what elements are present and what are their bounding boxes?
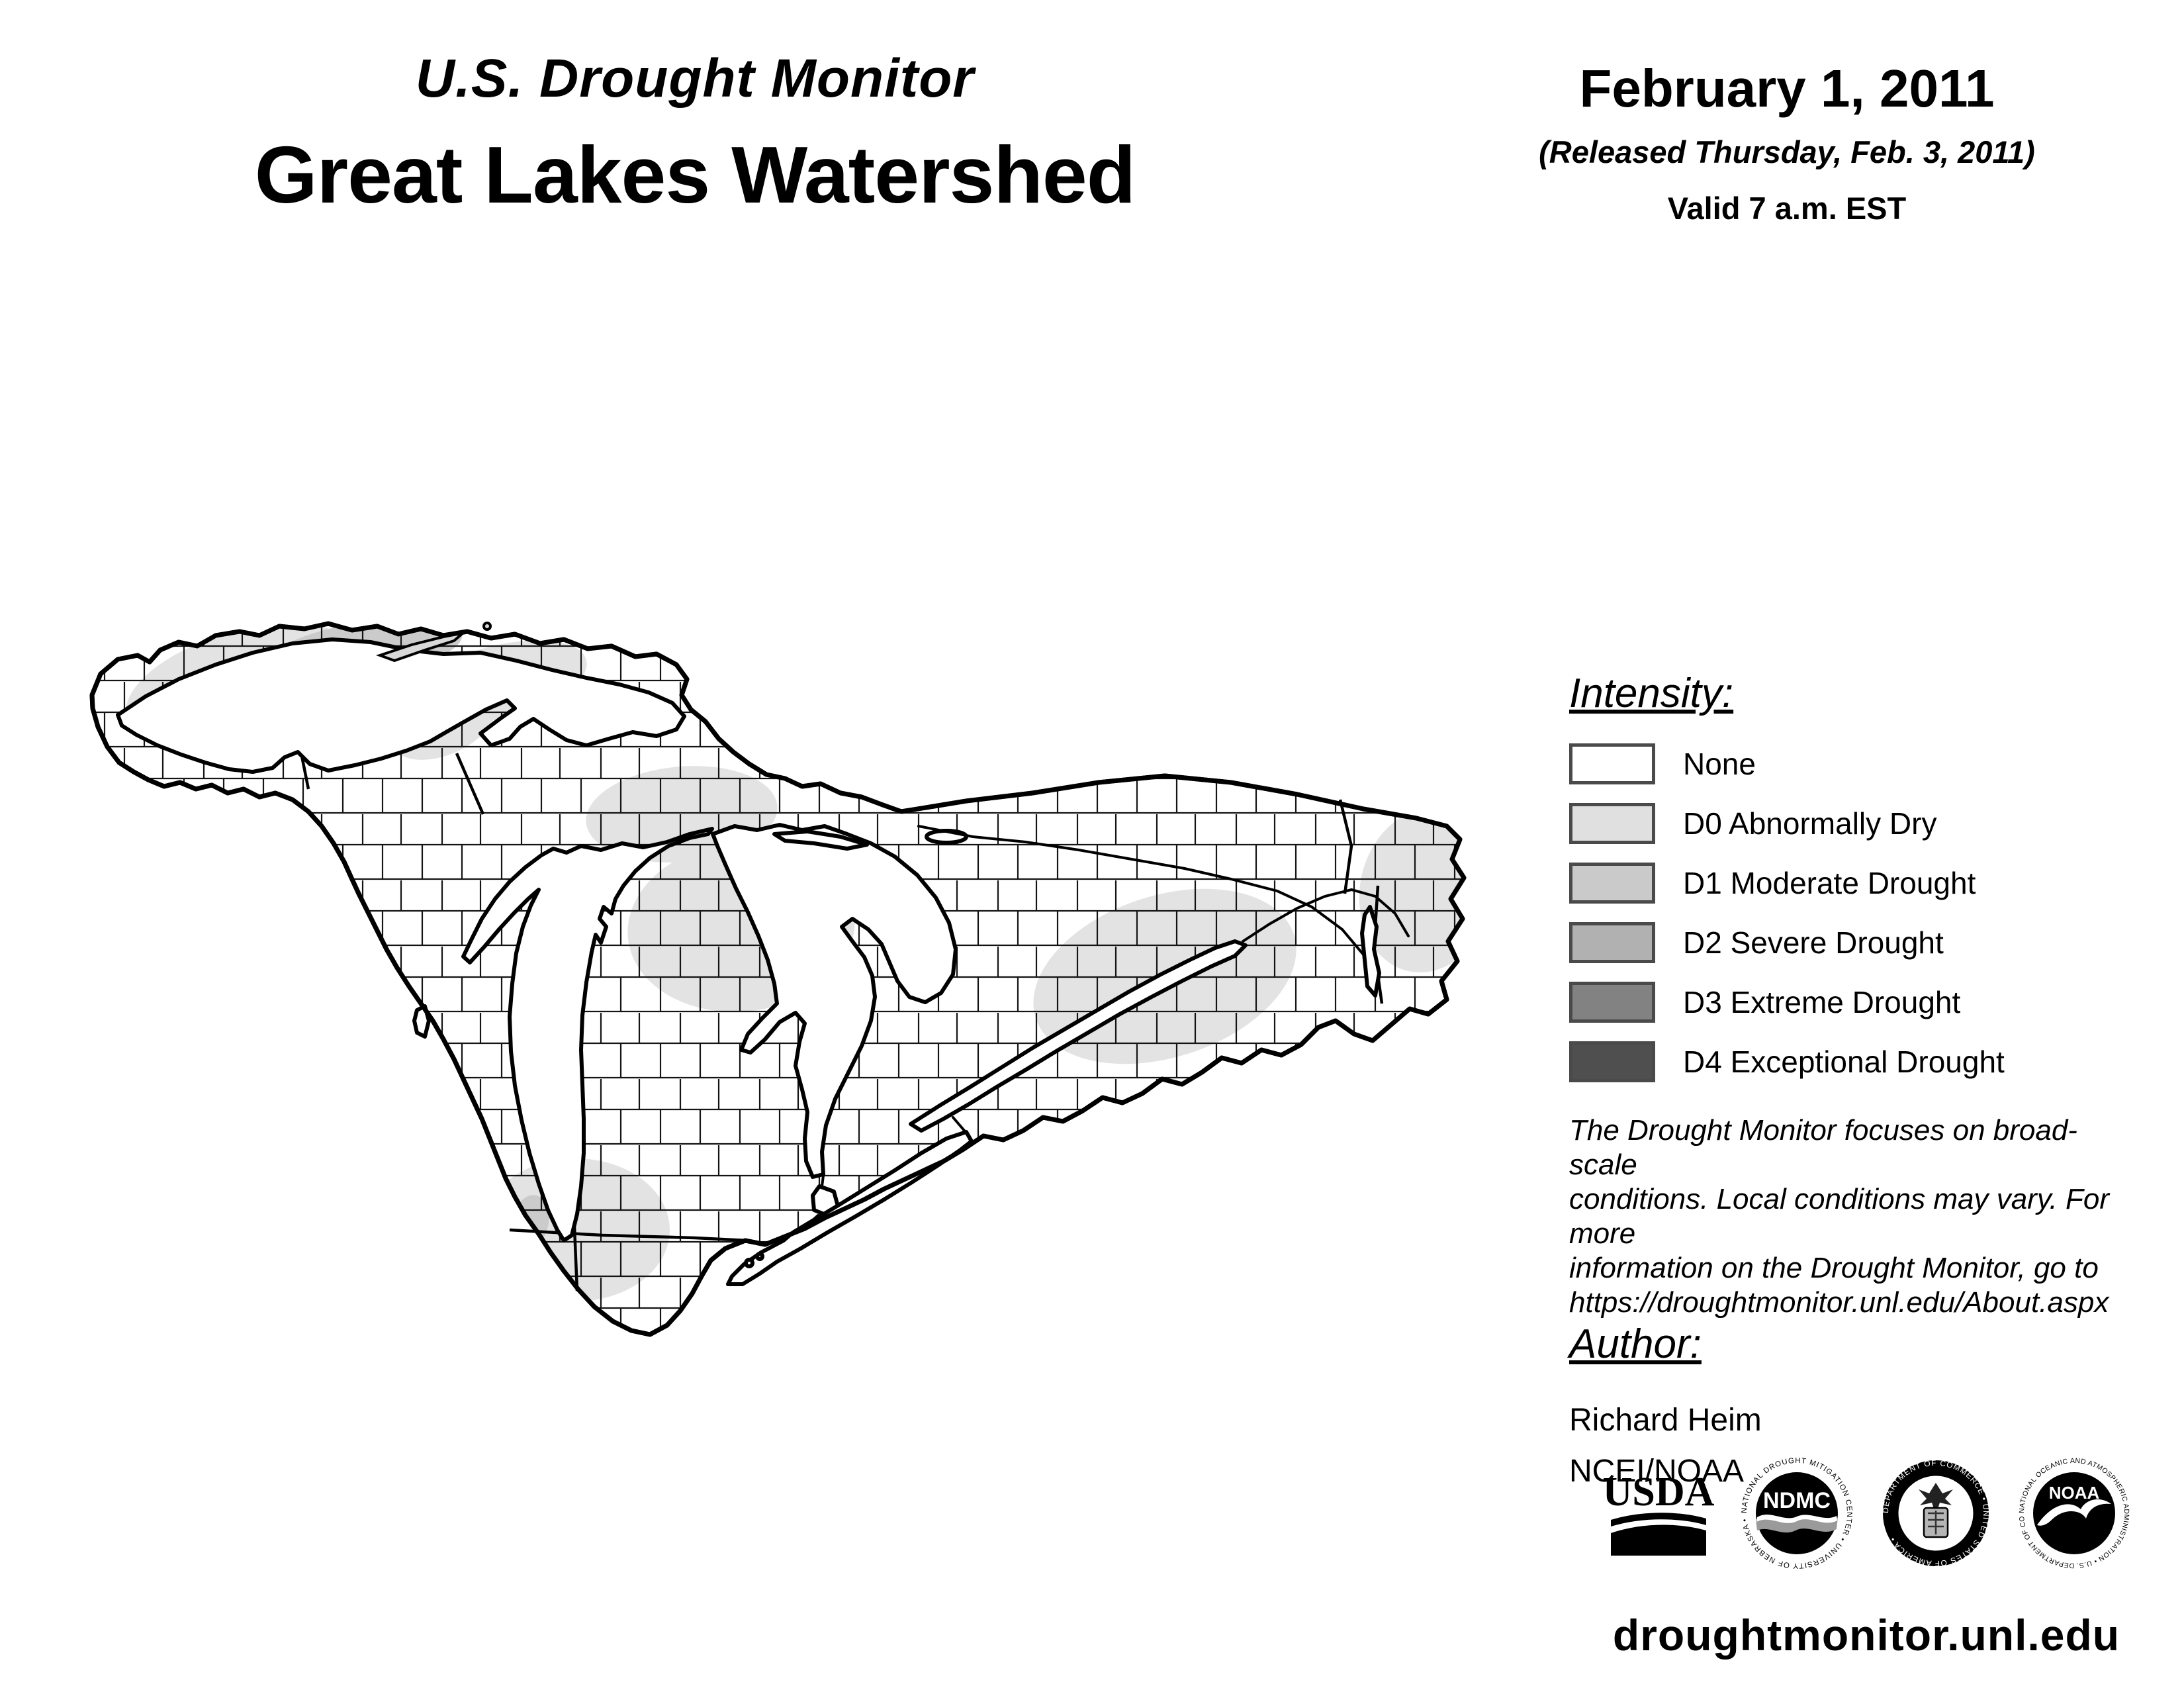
header-left: U.S. Drought Monitor Great Lakes Watersh… xyxy=(165,48,1224,221)
legend-label: D1 Moderate Drought xyxy=(1683,866,1976,900)
lake-michigan xyxy=(461,827,714,1243)
header-date-block: February 1, 2011 (Released Thursday, Feb… xyxy=(1463,58,2111,226)
page-title: Great Lakes Watershed xyxy=(254,130,1136,220)
erie-island xyxy=(755,1252,764,1261)
legend-label: D4 Exceptional Drought xyxy=(1683,1045,2005,1079)
drought-map-svg xyxy=(86,616,1509,1377)
disclaimer-line: https://droughtmonitor.unl.edu/About.asp… xyxy=(1569,1286,2109,1319)
legend-heading: Intensity: xyxy=(1569,671,1734,716)
st-lawrence-river xyxy=(1242,888,1410,943)
legend-row-d4: D4 Exceptional Drought xyxy=(1569,1041,2138,1082)
lake-champlain xyxy=(1360,905,1381,998)
usda-wordmark: USDA xyxy=(1603,1470,1715,1515)
author-org: NCEI/NOAA xyxy=(1569,1454,1745,1489)
lake-ontario xyxy=(909,939,1248,1133)
noaa-wordmark: NOAA xyxy=(2049,1483,2100,1503)
swatch-d3 xyxy=(1569,982,1655,1023)
commerce-logo: DEPARTMENT OF COMMERCE • UNITED STATES O… xyxy=(1881,1458,1990,1568)
legend-row-d3: D3 Extreme Drought xyxy=(1569,982,2138,1023)
swatch-d1 xyxy=(1569,863,1655,904)
disclaimer-text: The Drought Monitor focuses on broad-sca… xyxy=(1569,1113,2145,1320)
disclaimer-line: conditions. Local conditions may vary. F… xyxy=(1569,1183,2109,1250)
agency-logos: USDA NDMC NATIONAL DROUGHT MITIGATION CE… xyxy=(1602,1456,2131,1570)
legend-row-none: None xyxy=(1569,743,2138,784)
valid-time: Valid 7 a.m. EST xyxy=(1667,191,1907,226)
legend-row-d1: D1 Moderate Drought xyxy=(1569,863,2138,904)
usda-swoosh-1 xyxy=(1611,1513,1706,1526)
usda-logo: USDA xyxy=(1603,1470,1715,1556)
ndmc-wordmark: NDMC xyxy=(1763,1488,1831,1513)
ndmc-logo: NDMC NATIONAL DROUGHT MITIGATION CENTER … xyxy=(1741,1457,1852,1570)
author-block: Author: Richard Heim NCEI/NOAA xyxy=(1569,1321,1762,1489)
intensity-legend: Intensity: None D0 Abnormally Dry D1 Mod… xyxy=(1569,670,2138,1101)
ottawa-river xyxy=(917,825,1379,978)
swatch-d4 xyxy=(1569,1041,1655,1082)
report-kicker: U.S. Drought Monitor xyxy=(415,48,975,109)
small-island xyxy=(482,622,492,631)
manitoulin-island xyxy=(772,829,869,851)
noaa-gull xyxy=(2036,1499,2111,1526)
legend-row-d2: D2 Severe Drought xyxy=(1569,922,2138,963)
legend-label: None xyxy=(1683,747,1756,781)
disclaimer-line: The Drought Monitor focuses on broad-sca… xyxy=(1569,1114,2077,1181)
author-name: Richard Heim xyxy=(1569,1403,1762,1438)
st-clair-river xyxy=(821,1174,825,1188)
legend-label: D2 Severe Drought xyxy=(1683,925,1944,960)
lakes xyxy=(116,622,1410,1286)
usda-swoosh-2 xyxy=(1611,1524,1706,1556)
legend-label: D0 Abnormally Dry xyxy=(1683,806,1937,841)
disclaimer-line: information on the Drought Monitor, go t… xyxy=(1569,1252,2099,1284)
site-url: droughtmonitor.unl.edu xyxy=(1612,1611,2120,1660)
swatch-d0 xyxy=(1569,803,1655,844)
watershed-map xyxy=(86,616,1509,1377)
author-heading: Author: xyxy=(1569,1321,1702,1367)
lake-huron-georgian-bay xyxy=(711,823,958,1179)
legend-row-d0: D0 Abnormally Dry xyxy=(1569,803,2138,844)
state-boundaries xyxy=(295,729,1384,1291)
swatch-none xyxy=(1569,743,1655,784)
doc-eagle xyxy=(1918,1483,1953,1515)
lake-superior xyxy=(116,637,686,774)
isle-royale xyxy=(375,630,469,663)
released-date: (Released Thursday, Feb. 3, 2011) xyxy=(1539,134,2035,169)
niagara-river xyxy=(952,1116,970,1137)
swatch-d2 xyxy=(1569,922,1655,963)
legend-label: D3 Extreme Drought xyxy=(1683,985,1961,1019)
map-date: February 1, 2011 xyxy=(1579,59,1995,118)
erie-island xyxy=(744,1258,754,1268)
noaa-logo: NOAA NATIONAL OCEANIC AND ATMOSPHERIC AD… xyxy=(2017,1456,2130,1570)
